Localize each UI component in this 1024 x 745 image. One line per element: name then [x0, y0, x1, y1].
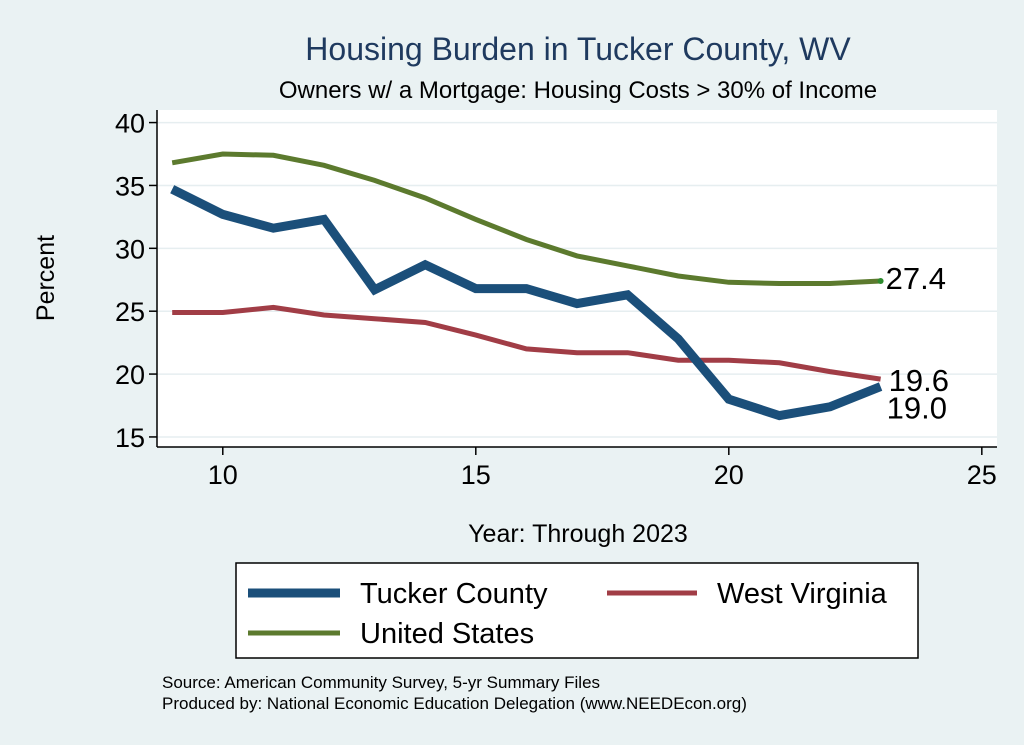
legend-label-west-virginia: West Virginia [717, 578, 888, 610]
x-axis-title: Year: Through 2023 [468, 520, 688, 548]
y-tick-label: 25 [115, 297, 145, 327]
source-note: Source: American Community Survey, 5-yr … [162, 673, 600, 692]
y-tick-label: 20 [115, 360, 145, 390]
end-label-united-states: 27.4 [886, 261, 946, 296]
legend-box [235, 562, 919, 659]
x-tick-label: 10 [208, 460, 238, 490]
legend: Tucker County West Virginia United States [248, 578, 888, 650]
legend-label-united-states: United States [360, 618, 534, 650]
legend-label-tucker-county: Tucker County [360, 578, 548, 610]
plot-area [157, 110, 997, 447]
producer-note: Produced by: National Economic Education… [162, 694, 747, 713]
y-tick-label: 15 [115, 423, 145, 453]
y-axis-title: Percent [32, 235, 60, 321]
x-tick-label: 15 [461, 460, 491, 490]
end-label-west-virginia: 19.6 [889, 363, 949, 398]
x-tick-label: 20 [714, 460, 744, 490]
series-line-tucker-county [170, 185, 883, 421]
chart-title: Housing Burden in Tucker County, WV [305, 31, 851, 67]
y-tick-label: 35 [115, 171, 145, 201]
series [170, 151, 884, 421]
series-line-west-virginia [172, 304, 881, 382]
end-label-tucker-county: 19.0 [887, 391, 947, 426]
series-line-united-states [171, 151, 881, 286]
end-labels: 19.019.6 27.4 [886, 261, 949, 426]
chart-subtitle: Owners w/ a Mortgage: Housing Costs > 30… [279, 77, 877, 104]
end-point-marker [877, 278, 884, 285]
y-tick-label: 30 [115, 234, 145, 264]
axes: 15 20 25 30 35 40 10 15 20 25 [115, 109, 997, 490]
x-tick-label: 25 [967, 460, 997, 490]
y-tick-label: 40 [115, 109, 145, 139]
